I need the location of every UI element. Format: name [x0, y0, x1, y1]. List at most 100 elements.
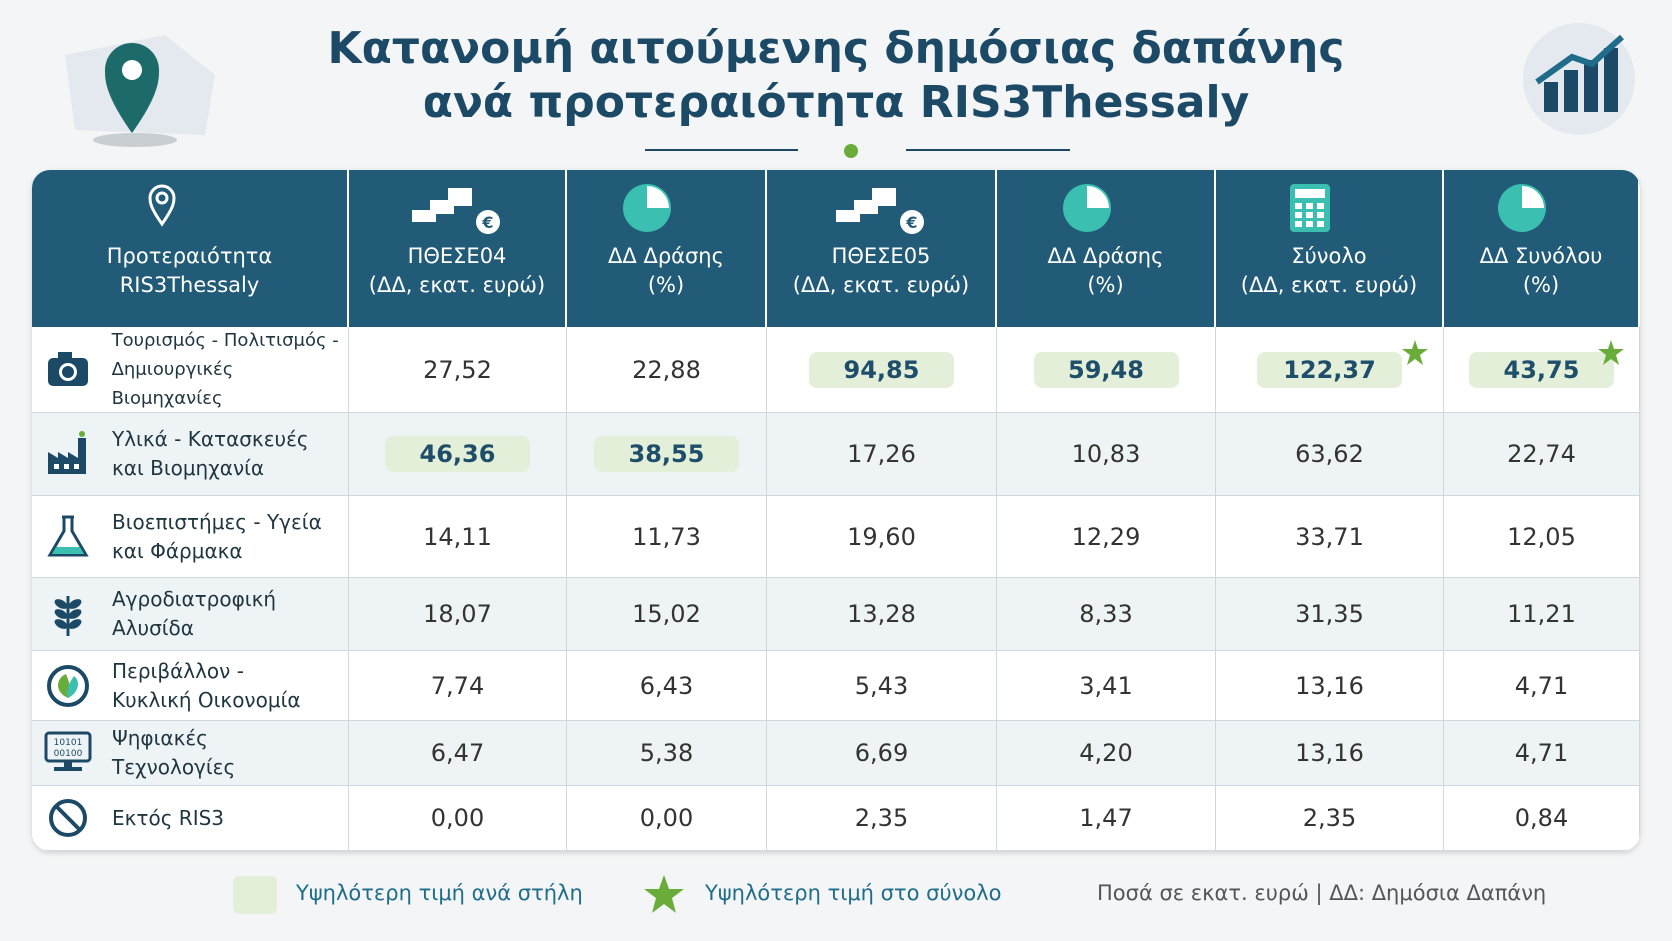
row-label: Τουρισμός - Πολιτισμός - Δημιουργικές Βιο…: [112, 326, 348, 413]
column-header: € ΠΘΕΣΕ04 (ΔΔ, εκατ. ευρώ): [349, 170, 567, 327]
cell-value: 15,02: [632, 600, 701, 628]
cell-value: 38,55: [594, 436, 739, 472]
cell-value: 94,85: [809, 351, 954, 388]
cell-value: 3,41: [1079, 671, 1133, 700]
header-text: (%): [647, 273, 685, 297]
cell-value: 0,00: [639, 804, 694, 832]
cell-value: 46,36: [385, 436, 530, 472]
row-label-line: Βιοεπιστήμες - Υγεία: [112, 509, 322, 534]
header-text: ΔΔ Δράσης: [1047, 244, 1164, 268]
column-header: ΔΔ Συνόλου (%): [1444, 170, 1640, 327]
row-label-line: Ψηφιακές: [112, 726, 208, 750]
header-icon: €: [412, 188, 500, 234]
table-cell: 3,41: [997, 651, 1216, 721]
cell-value: 6,43: [639, 671, 694, 700]
location-icon: [65, 35, 215, 147]
table-cell: 27,52: [349, 327, 567, 413]
header-text: ΔΔ Δράσης: [608, 244, 724, 268]
row-label: Αγροδιατροφική Αλυσίδα: [112, 585, 276, 643]
row-label-line: Τεχνολογίες: [112, 755, 236, 779]
row-header-cell: 10101 00100 Ψηφιακές Τεχνολογίες: [32, 721, 349, 786]
row-label: Περιβάλλον - Κυκλική Οικονομία: [112, 657, 301, 715]
header-text: Προτεραιότητα: [106, 244, 273, 268]
table-cell: 2,35: [767, 786, 997, 851]
row-icon: [48, 431, 86, 474]
cell-value: 18,07: [423, 600, 492, 628]
header-icon: [1062, 184, 1111, 232]
table-cell: 0,84: [1444, 786, 1640, 851]
row-label-line: Αγροδιατροφική: [112, 587, 277, 611]
row-header-cell: Βιοεπιστήμες - Υγεία και Φάρμακα: [32, 496, 349, 578]
title: Κατανομή αιτούμενης δημόσιας δαπάνης ανά…: [327, 23, 1345, 128]
cell-value: 59,48: [1033, 351, 1179, 388]
cell-value: 5,43: [854, 671, 909, 700]
cell-value: 122,37: [1257, 351, 1402, 388]
table-cell: 1,47: [997, 786, 1216, 851]
table-cell: 5,43: [767, 651, 997, 721]
row-label-line: Αλυσίδα: [112, 616, 194, 640]
column-header: ΔΔ Δράσης (%): [567, 170, 767, 327]
cell-value: 1,47: [1079, 804, 1133, 832]
header-text: RIS3Thessaly: [119, 273, 260, 297]
table-cell: 0,00: [567, 786, 767, 851]
cell-value: 43,75: [1469, 351, 1614, 388]
row-icon: [47, 515, 89, 556]
cell-value: 11,73: [632, 522, 701, 551]
header-text: (ΔΔ, εκατ. ευρώ): [368, 273, 546, 297]
column-header: € ΠΘΕΣΕ05 (ΔΔ, εκατ. ευρώ): [767, 170, 997, 327]
table-cell: 63,62: [1216, 413, 1444, 496]
table-cell: 14,11: [349, 496, 567, 578]
table-cell: 94,85: [767, 327, 997, 413]
table-cell: 38,55: [567, 413, 767, 496]
table-cell: 15,02: [567, 578, 767, 651]
row-icon: [47, 664, 89, 707]
row-header-cell: Τουρισμός - Πολιτισμός - Δημιουργικές Βιο…: [32, 327, 349, 413]
table-cell: 11,21: [1444, 578, 1640, 651]
header-text: (%): [1087, 273, 1124, 297]
table-cell: 4,20: [997, 721, 1216, 786]
cell-value: 11,21: [1507, 600, 1576, 628]
row-label-line: και Βιομηχανία: [112, 456, 265, 480]
header-text: Σύνολο: [1291, 244, 1367, 268]
cell-value: 19,60: [847, 522, 916, 551]
legend-swatch: [233, 876, 277, 914]
column-header: Σύνολο (ΔΔ, εκατ. ευρώ): [1216, 170, 1444, 327]
cell-value: 0,84: [1514, 804, 1569, 832]
table-cell: 5,38: [567, 721, 767, 786]
row-label-line: Εκτός RIS3: [112, 805, 225, 830]
table-cell: 22,88: [567, 327, 767, 413]
cell-value: 2,35: [1302, 804, 1357, 832]
row-label: Υλικά - Κατασκευές και Βιομηχανία: [112, 425, 309, 483]
table-cell: 13,16: [1216, 651, 1444, 721]
header-text: ΔΔ Συνόλου: [1479, 244, 1603, 268]
table-cell: 6,47: [349, 721, 567, 786]
svg-text:€: €: [905, 213, 917, 232]
cell-value: 13,16: [1295, 739, 1364, 767]
row-label: Ψηφιακές Τεχνολογίες: [112, 724, 235, 782]
cell-value: 17,26: [847, 440, 916, 468]
cell-value: 12,29: [1071, 522, 1141, 551]
row-label: Εκτός RIS3: [112, 804, 224, 833]
table: Προτεραιότητα RIS3Thessaly € ΠΘΕΣΕ04 (ΔΔ, εκ…: [32, 170, 1640, 851]
row-icon: [48, 351, 88, 386]
table-cell: 13,16: [1216, 721, 1444, 786]
header-text: (%): [1522, 273, 1560, 297]
table-cell: 22,74: [1444, 413, 1640, 496]
table-cell: 18,07: [349, 578, 567, 651]
legend-text: Υψηλότερη τιμή ανά στήλη: [296, 881, 583, 905]
cell-value: 5,38: [639, 739, 694, 767]
row-label-line: Τουρισμός - Πολιτισμός -: [111, 330, 339, 351]
cell-value: 12,05: [1507, 522, 1576, 551]
row-label-line: και Φάρμακα: [112, 538, 243, 563]
row-label-line: Περιβάλλον -: [112, 658, 244, 683]
cell-value: 0,00: [430, 804, 485, 832]
table-cell: 46,36: [349, 413, 567, 496]
header-icon: [1498, 184, 1546, 232]
row-icon: [54, 596, 82, 636]
table-cell: 4,71: [1444, 721, 1640, 786]
column-header: ΔΔ Δράσης (%): [997, 170, 1216, 327]
table-cell: 122,37: [1216, 327, 1444, 413]
cell-value: 13,28: [847, 600, 916, 628]
header-icon: [147, 184, 176, 227]
